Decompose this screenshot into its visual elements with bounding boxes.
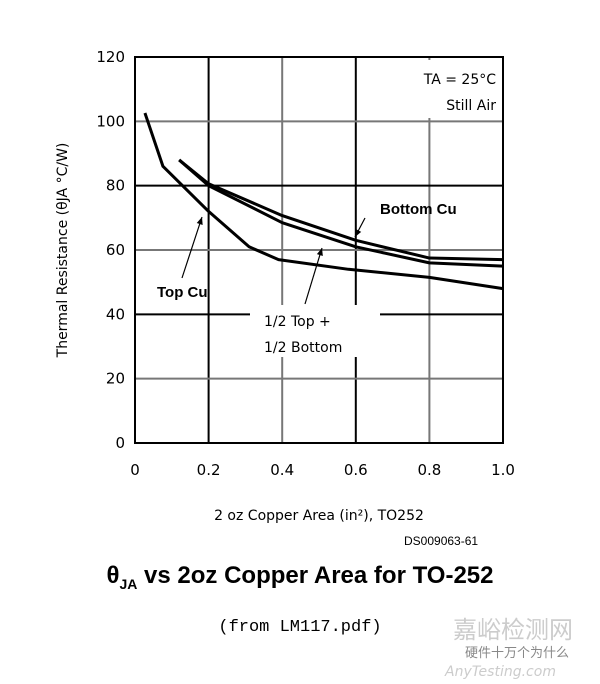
x-tick-label: 0.8: [417, 461, 441, 479]
series-line-2: [178, 158, 504, 268]
y-tick-label: 80: [106, 177, 125, 195]
y-tick-label: 60: [106, 241, 125, 259]
title-rest: vs 2oz Copper Area for TO-252: [137, 562, 494, 589]
x-tick-label: 0: [130, 461, 140, 479]
x-axis-label: 2 oz Copper Area (in²), TO252: [214, 508, 424, 524]
watermark-cn: 嘉峪检测网: [453, 616, 573, 644]
chart: 0 0.2 0.4 0.6 0.8 1.0 0 20 40 60 80 100 120 TA = 25°C…: [55, 48, 515, 524]
y-tick-label: 0: [115, 434, 125, 452]
y-tick-label: 40: [106, 305, 125, 323]
arrow-head: [355, 229, 362, 237]
label-top-cu: Top Cu: [157, 284, 208, 301]
x-tick-label: 0.4: [270, 461, 294, 479]
y-tick-label: 100: [96, 112, 125, 130]
x-tick-label: 1.0: [491, 461, 515, 479]
x-tick-label: 0.2: [197, 461, 221, 479]
arrow-head: [316, 248, 323, 256]
x-tick-label: 0.6: [344, 461, 368, 479]
source-note: (from LM117.pdf): [218, 618, 382, 637]
annotation-line2: Still Air: [446, 98, 496, 114]
watermark-account: 硬件十万个为什么: [465, 646, 570, 661]
label-half-2: 1/2 Bottom: [264, 340, 342, 356]
chart-title: θJA vs 2oz Copper Area for TO-252: [0, 562, 600, 592]
label-half-1: 1/2 Top +: [264, 314, 331, 330]
plot-frame: [134, 56, 504, 444]
title-subscript: JA: [119, 575, 138, 592]
y-axis-label: Thermal Resistance (θJA °C/W): [55, 143, 71, 359]
title-prefix: θ: [106, 562, 120, 589]
arrow-head: [196, 217, 203, 225]
figure-id: DS009063-61: [404, 534, 479, 548]
series-line-0: [143, 112, 504, 291]
y-tick-label: 120: [96, 48, 125, 66]
y-tick-label: 20: [106, 370, 125, 388]
label-bg: [250, 305, 380, 357]
arrow-line: [304, 247, 323, 305]
watermark-en: AnyTesting.com: [445, 664, 556, 680]
annotation-bg: [388, 60, 500, 118]
arrow-line: [181, 216, 203, 279]
label-bottom-cu: Bottom Cu: [380, 201, 457, 218]
annotation-line1: TA = 25°C: [423, 72, 496, 88]
